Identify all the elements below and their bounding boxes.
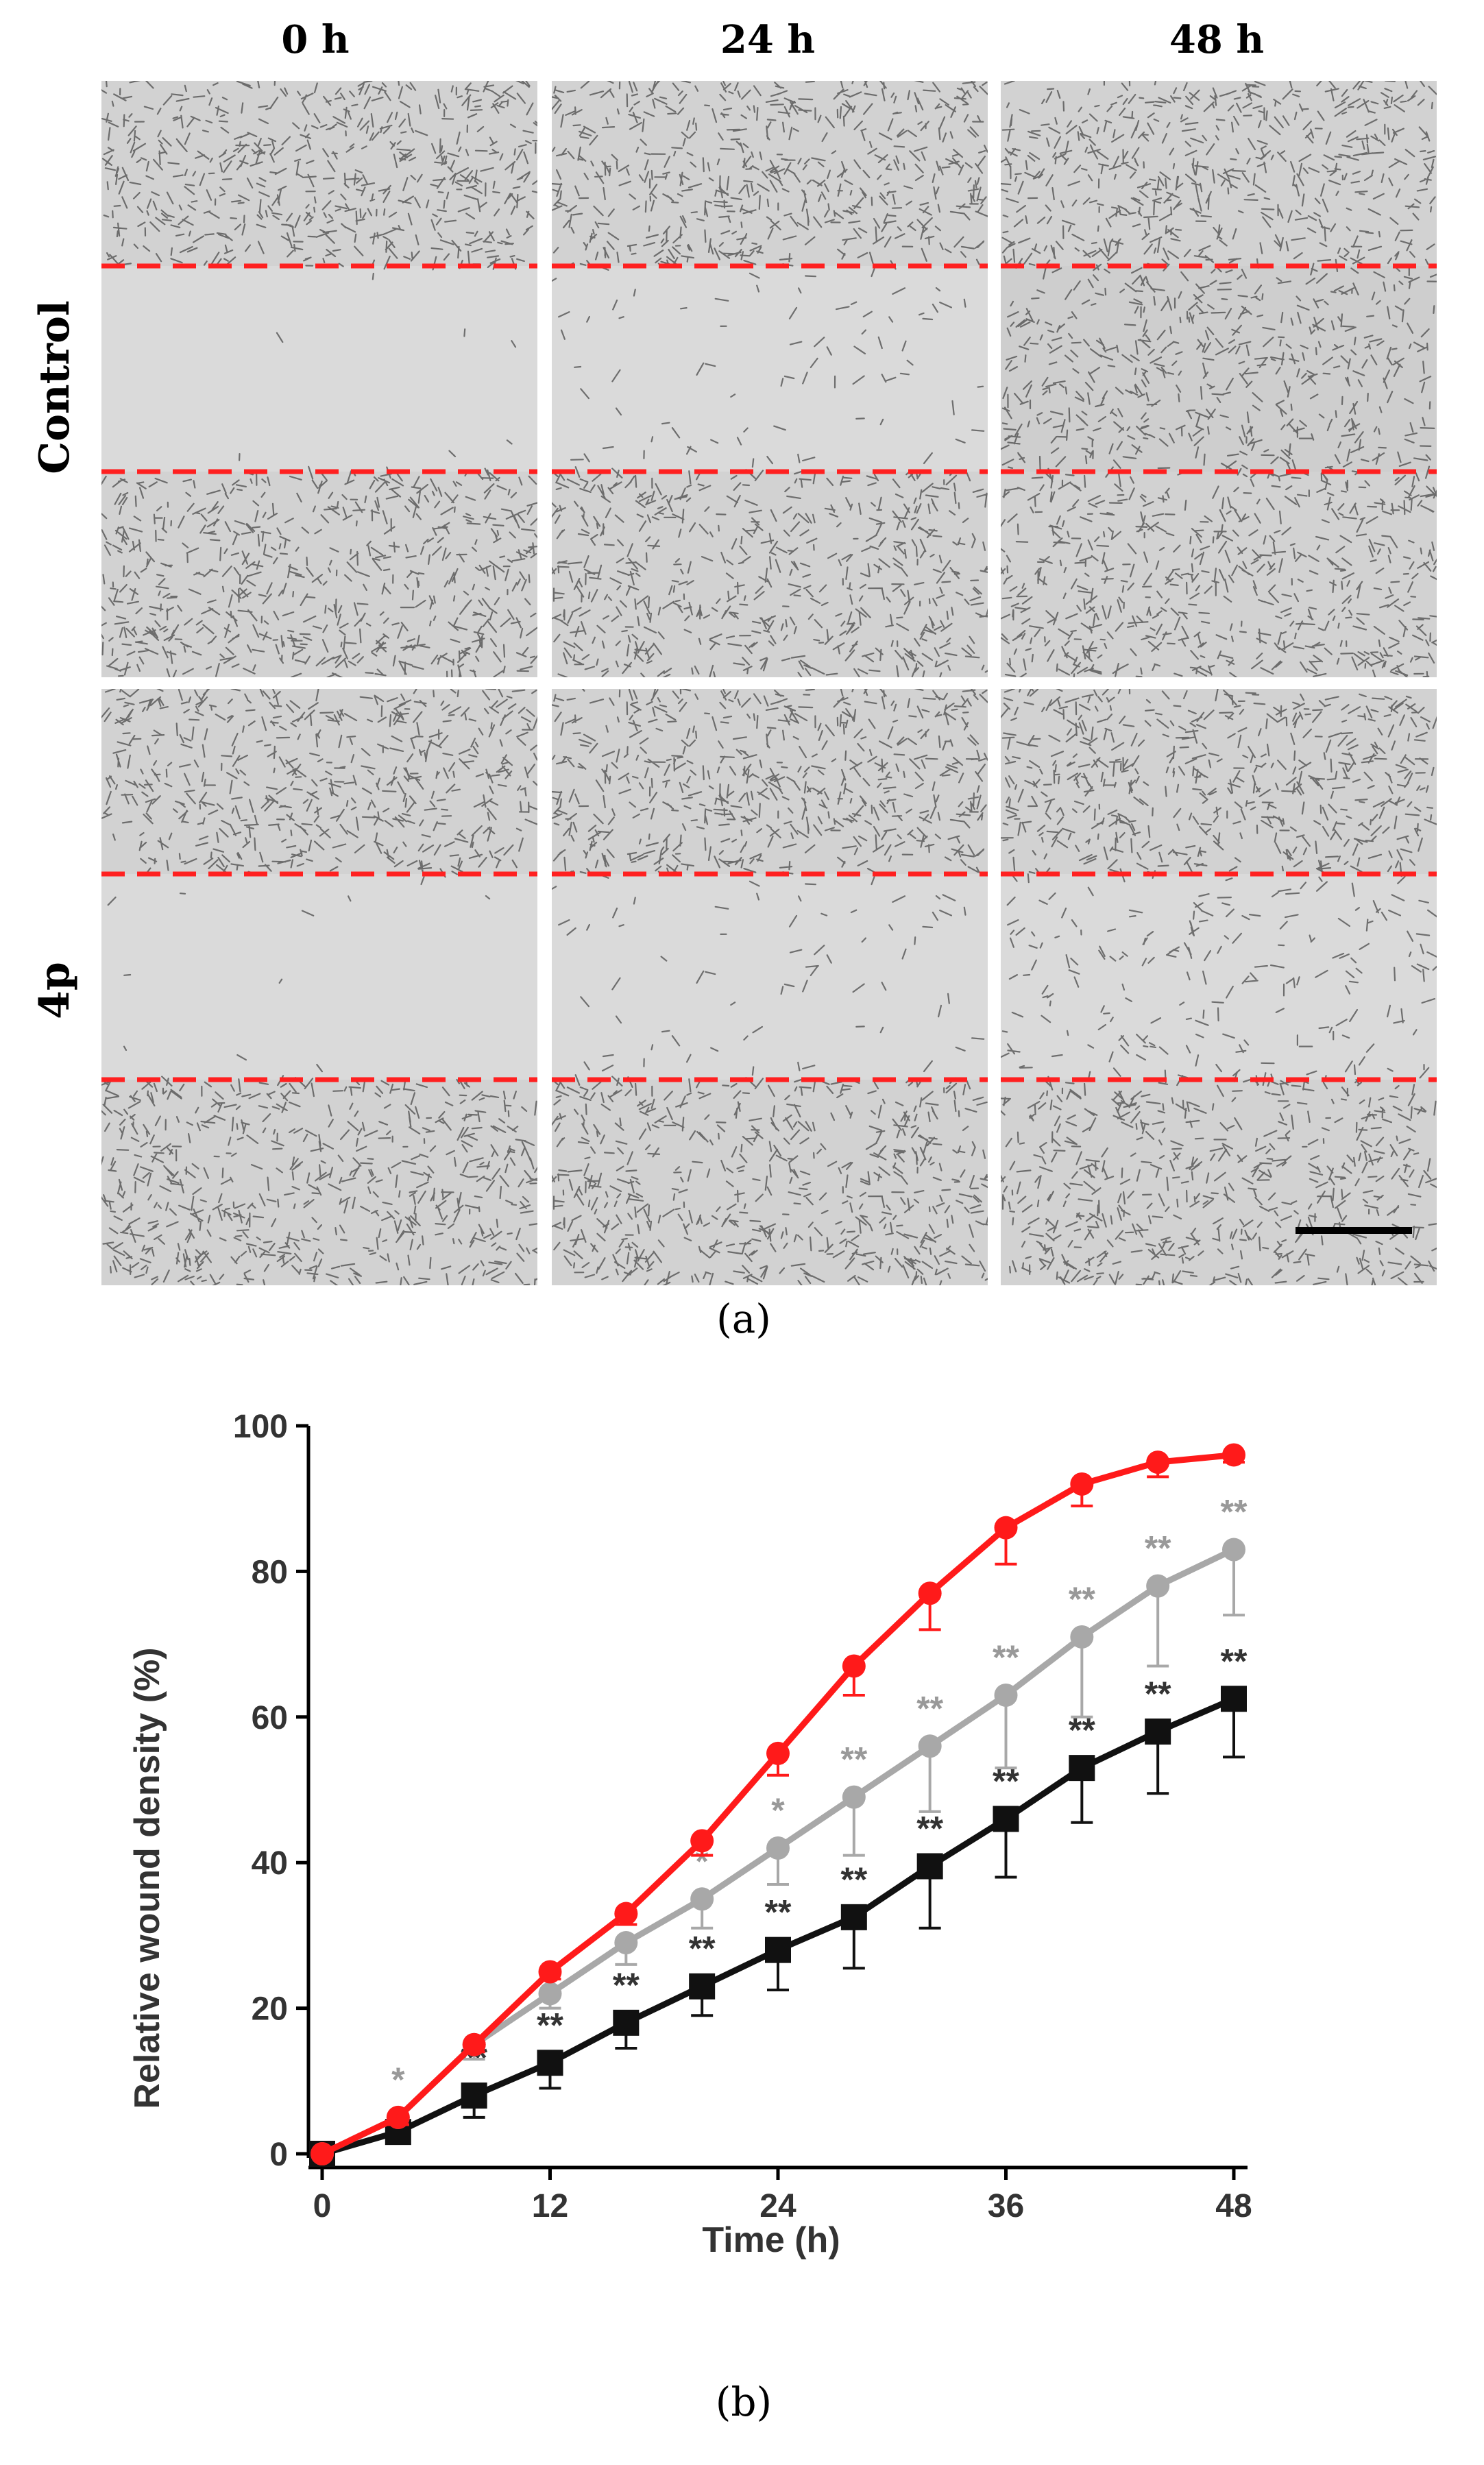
data-point	[1145, 1719, 1171, 1745]
micrograph-4p-48h	[1001, 689, 1437, 1285]
significance-marker: *	[771, 1791, 785, 1830]
x-axis-label: Time (h)	[702, 2220, 840, 2260]
chart-axes: 0 20 40 60 80 100 0 12 24 36 48	[233, 1409, 1252, 2224]
data-point	[1146, 1450, 1170, 1474]
column-header-24h: 24 h	[720, 17, 816, 62]
significance-marker: **	[916, 1689, 943, 1727]
chart-series: *************************************	[309, 1443, 1248, 2167]
data-point	[461, 2082, 487, 2109]
data-point	[994, 1683, 1018, 1707]
significance-marker: **	[993, 1638, 1019, 1677]
data-point	[1146, 1574, 1170, 1598]
significance-marker: **	[840, 1860, 867, 1899]
significance-marker: **	[1145, 1529, 1171, 1568]
data-point	[1222, 1443, 1245, 1467]
data-point	[1222, 1538, 1245, 1562]
row-header-4p: 4p	[31, 962, 79, 1019]
y-tick-label-40: 40	[252, 1845, 288, 1882]
significance-marker: *	[391, 2061, 405, 2099]
y-tick-label-20: 20	[252, 1991, 288, 2028]
data-point	[386, 2105, 410, 2129]
data-point	[690, 1887, 714, 1911]
significance-marker: **	[537, 2006, 563, 2044]
data-point	[311, 2142, 334, 2165]
data-point	[538, 1982, 562, 2006]
significance-marker: **	[1221, 1642, 1248, 1680]
x-tick-label-48: 48	[1215, 2188, 1252, 2224]
y-tick-label-0: 0	[269, 2137, 288, 2173]
data-point	[918, 1581, 942, 1605]
x-tick-label-24: 24	[759, 2188, 796, 2224]
panel-a-label: (a)	[716, 1296, 771, 1342]
y-tick-label-80: 80	[252, 1554, 288, 1590]
significance-marker: **	[840, 1740, 867, 1779]
significance-marker: **	[916, 1810, 943, 1848]
column-header-48h: 48 h	[1169, 17, 1265, 62]
data-point	[765, 1936, 791, 1963]
data-point	[994, 1516, 1018, 1540]
x-tick-label-36: 36	[988, 2188, 1024, 2224]
micrograph-4p-24h	[552, 689, 988, 1285]
significance-marker: **	[689, 1930, 716, 1968]
x-tick-label-0: 0	[313, 2188, 332, 2224]
y-axis-label: Relative wound density (%)	[127, 1647, 167, 2109]
data-point	[766, 1741, 790, 1765]
data-point	[916, 1853, 943, 1880]
data-point	[690, 1829, 714, 1853]
data-point	[614, 1902, 638, 1926]
data-point	[537, 2050, 563, 2076]
significance-marker: **	[1145, 1675, 1171, 1713]
data-point	[1069, 1755, 1095, 1782]
significance-marker: **	[765, 1893, 792, 1932]
series-0	[311, 1443, 1245, 2165]
row-header-control: Control	[31, 300, 79, 474]
series-1: ***************	[311, 1493, 1248, 2165]
significance-marker: **	[1069, 1580, 1095, 1618]
data-point	[766, 1836, 790, 1860]
y-tick-label-100: 100	[233, 1409, 288, 1445]
data-point	[842, 1785, 866, 1809]
data-point	[842, 1654, 866, 1678]
significance-marker: **	[613, 1966, 640, 2004]
data-point	[462, 2032, 486, 2056]
micrograph-control-48h	[1001, 81, 1437, 677]
data-point	[1221, 1686, 1247, 1712]
y-tick-label-60: 60	[252, 1700, 288, 1736]
data-point	[613, 2009, 640, 2036]
data-point	[1070, 1625, 1094, 1649]
data-point	[1070, 1472, 1094, 1496]
data-point	[538, 1960, 562, 1984]
x-tick-label-12: 12	[532, 2188, 568, 2224]
column-header-0h: 0 h	[281, 17, 350, 62]
panel-b-label: (b)	[715, 2379, 773, 2425]
significance-marker: **	[1221, 1493, 1248, 1531]
data-point	[689, 1973, 716, 2000]
micrograph-control-24h	[552, 81, 988, 677]
data-point	[993, 1806, 1019, 1832]
data-point	[840, 1904, 867, 1930]
micrograph-control-0h	[101, 81, 537, 677]
data-point	[614, 1931, 638, 1955]
series-2: **********************	[309, 1642, 1248, 2167]
data-point	[918, 1734, 942, 1758]
micrograph-4p-0h	[101, 689, 537, 1285]
